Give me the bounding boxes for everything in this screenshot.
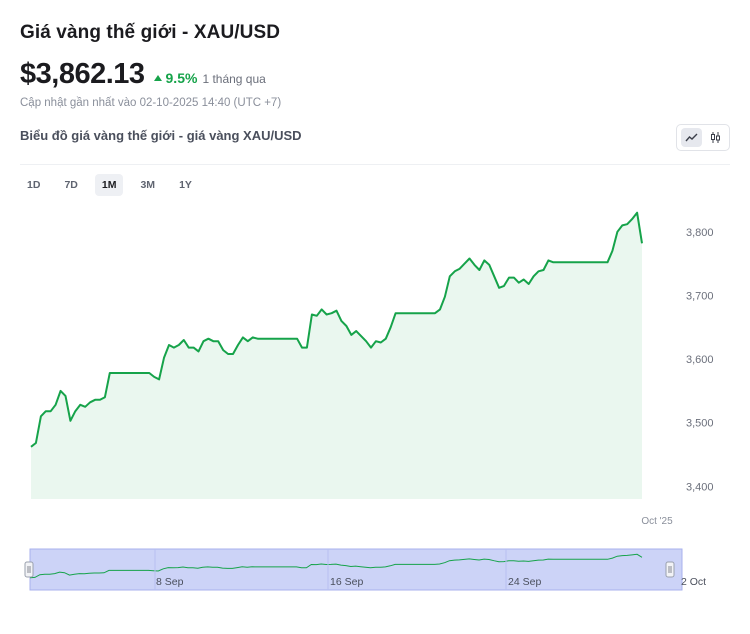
y-tick-label: 3,700 [686,290,714,302]
navigator-left-handle[interactable] [24,561,34,578]
navigator-date-label: 8 Sep [156,576,184,588]
range-navigator[interactable]: 8 Sep 16 Sep 24 Sep 2 Oct [0,545,750,595]
navigator-date-label: 24 Sep [508,576,541,588]
y-tick-label: 3,800 [686,227,714,239]
navigator-line [29,553,643,579]
range-3m[interactable]: 3M [140,179,156,191]
price-chart[interactable]: 3,400 3,500 3,600 3,700 3,800 Oct '25 [0,200,750,535]
range-selector: 1D 7D 1M 3M 1Y [20,174,209,196]
price-area-fill [31,212,642,499]
candlestick-icon[interactable] [705,128,726,147]
navigator-date-label: 2 Oct [681,576,706,588]
price-line [30,211,643,448]
navigator-date-label: 16 Sep [330,576,363,588]
change-period: 1 tháng qua [202,72,266,86]
x-tick-label: Oct '25 [641,516,673,527]
y-tick-label: 3,400 [686,481,714,493]
page-title: Giá vàng thế giới - XAU/USD [20,22,281,43]
range-1m[interactable]: 1M [94,174,124,196]
navigator-selection[interactable] [29,548,683,591]
section-divider [20,164,730,165]
range-1d[interactable]: 1D [27,179,41,191]
chart-title: Biểu đồ giá vàng thế giới - giá vàng XAU… [20,128,302,143]
range-1y[interactable]: 1Y [179,179,192,191]
navigator-right-handle[interactable] [665,561,675,578]
range-7d[interactable]: 7D [64,179,78,191]
price-summary: $3,862.13 9.5% 1 tháng qua [20,58,266,91]
price-change-percent: 9.5% [165,70,198,86]
chart-type-toggle [676,124,730,151]
current-price: $3,862.13 [20,58,145,90]
up-arrow-icon [153,75,162,81]
last-updated-text: Cập nhật gần nhất vào 02-10-2025 14:40 (… [20,97,282,109]
y-tick-label: 3,600 [686,354,714,366]
line-chart-icon[interactable] [681,128,702,147]
y-tick-label: 3,500 [686,418,714,430]
